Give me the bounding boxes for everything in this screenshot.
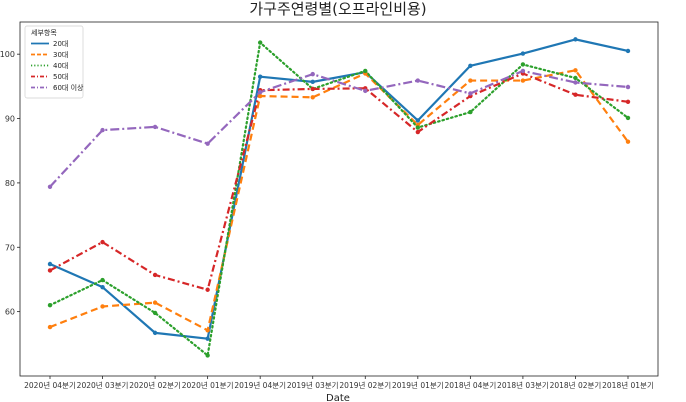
y-tick-label: 100 bbox=[0, 50, 15, 59]
x-tick-label: 2020년 04분기 bbox=[24, 380, 76, 390]
series-line bbox=[49, 69, 629, 332]
series-line bbox=[49, 69, 629, 188]
data-point bbox=[310, 86, 315, 92]
data-point bbox=[415, 78, 421, 83]
data-point bbox=[625, 139, 631, 144]
series-points bbox=[47, 37, 631, 358]
legend: 세부항목 20대 30대 40대 50대 60대 이상 bbox=[24, 25, 84, 99]
chart-title: 가구주연령별(오프라인비용) bbox=[249, 0, 426, 18]
x-tick-label: 2020년 03분기 bbox=[77, 380, 129, 390]
data-point bbox=[625, 99, 631, 105]
x-tick-label: 2020년 02분기 bbox=[129, 380, 181, 390]
y-tick-label: 60 bbox=[5, 308, 15, 317]
series-line bbox=[48, 41, 630, 357]
legend-label: 30대 bbox=[53, 51, 68, 59]
data-point bbox=[625, 48, 631, 54]
data-point bbox=[152, 330, 158, 336]
x-axis: 2020년 04분기 2020년 03분기 2020년 02분기 2020년 01분기… bbox=[24, 376, 654, 390]
data-point bbox=[257, 40, 263, 45]
x-tick-label: 2019년 01분기 bbox=[392, 380, 444, 390]
y-tick-label: 90 bbox=[5, 115, 15, 124]
data-point bbox=[573, 80, 578, 85]
data-point bbox=[468, 109, 473, 115]
legend-label: 50대 bbox=[53, 73, 68, 81]
data-point bbox=[310, 79, 315, 85]
y-tick-label: 80 bbox=[5, 179, 15, 188]
plot-area-frame bbox=[19, 21, 659, 377]
data-point bbox=[573, 68, 578, 73]
legend-label: 20대 bbox=[53, 40, 68, 48]
x-tick-label: 2018년 03분기 bbox=[497, 380, 549, 390]
data-point bbox=[100, 127, 105, 133]
data-point bbox=[520, 78, 526, 83]
data-point bbox=[100, 284, 105, 290]
x-tick-label: 2019년 03분기 bbox=[287, 380, 339, 390]
data-point bbox=[100, 277, 105, 283]
x-tick-label: 2019년 02분기 bbox=[339, 380, 391, 390]
legend-title: 세부항목 bbox=[31, 28, 57, 37]
data-point bbox=[257, 89, 263, 95]
data-point bbox=[363, 68, 368, 74]
data-point bbox=[47, 303, 53, 308]
x-tick-label: 2018년 01분기 bbox=[602, 380, 654, 390]
data-point bbox=[415, 129, 421, 135]
x-tick-label: 2019년 04분기 bbox=[234, 380, 286, 390]
series-lines bbox=[48, 38, 630, 357]
data-point bbox=[100, 239, 105, 245]
data-point bbox=[363, 88, 368, 94]
data-point bbox=[468, 91, 473, 96]
data-point bbox=[573, 92, 578, 97]
data-point bbox=[47, 268, 53, 273]
series-line bbox=[49, 72, 629, 291]
data-point bbox=[205, 141, 210, 146]
data-point bbox=[47, 184, 53, 189]
data-point bbox=[520, 68, 526, 74]
data-point bbox=[468, 63, 473, 68]
legend-label: 40대 bbox=[53, 62, 68, 70]
data-point bbox=[205, 287, 210, 292]
data-point bbox=[520, 62, 526, 67]
x-tick-label: 2018년 02분기 bbox=[550, 380, 602, 390]
data-point bbox=[205, 328, 210, 333]
data-point bbox=[152, 124, 158, 130]
data-point bbox=[573, 37, 578, 42]
data-point bbox=[573, 75, 578, 81]
data-point bbox=[257, 74, 263, 79]
legend-label: 60대 이상 bbox=[53, 83, 84, 92]
data-point bbox=[520, 51, 526, 56]
data-point bbox=[257, 93, 263, 99]
data-point bbox=[100, 304, 105, 309]
data-point bbox=[152, 272, 158, 278]
data-point bbox=[152, 310, 158, 316]
y-axis: 60 70 80 90 100 bbox=[0, 50, 20, 317]
data-point bbox=[625, 115, 631, 121]
x-tick-label: 2020년 01분기 bbox=[182, 380, 234, 390]
data-point bbox=[205, 336, 210, 341]
data-point bbox=[415, 118, 421, 123]
x-tick-label: 2018년 04분기 bbox=[445, 380, 497, 390]
x-axis-label: Date bbox=[326, 393, 350, 402]
data-point bbox=[415, 125, 421, 130]
series-line bbox=[49, 38, 629, 340]
data-point bbox=[468, 78, 473, 83]
data-point bbox=[152, 300, 158, 305]
data-point bbox=[47, 261, 53, 267]
data-point bbox=[47, 324, 53, 330]
data-point bbox=[625, 84, 631, 90]
data-point bbox=[205, 353, 210, 358]
data-point bbox=[310, 71, 315, 77]
y-tick-label: 70 bbox=[5, 243, 15, 252]
data-point bbox=[310, 95, 315, 100]
